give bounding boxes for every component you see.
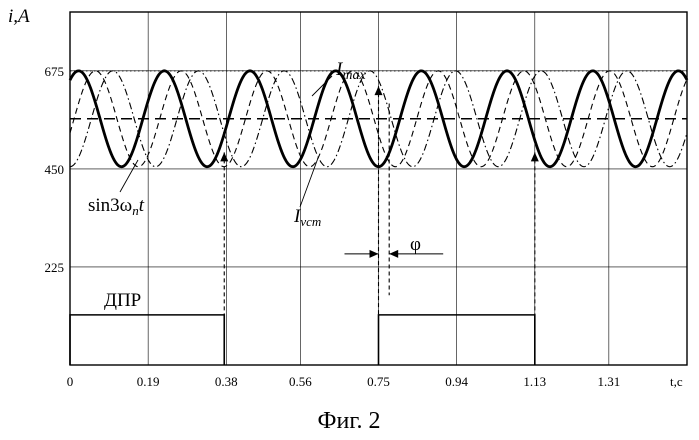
- y-tick-label: 225: [45, 260, 65, 275]
- x-tick-label: 0.38: [215, 374, 238, 389]
- x-tick-label: 1.31: [597, 374, 620, 389]
- phi-label: φ: [410, 234, 421, 255]
- imax-label: Imax: [335, 59, 366, 83]
- dpr-pulse-lines: [70, 315, 535, 365]
- phase-arrowhead-right: [389, 250, 398, 258]
- y-tick-label: 450: [45, 162, 65, 177]
- figure-caption: Фиг. 2: [318, 408, 381, 434]
- y-tick-label: 675: [45, 64, 65, 79]
- ivcm-leader: [300, 158, 318, 207]
- marker-arrowhead: [220, 152, 228, 161]
- dpr-pulse: [70, 315, 224, 365]
- marker-lines: [220, 86, 539, 315]
- ivcm-label: Ivcm: [293, 206, 321, 229]
- dpr-label: ДПР: [104, 290, 141, 311]
- x-tick-label: 0: [67, 374, 74, 389]
- phase-arrowhead-left: [370, 250, 379, 258]
- tick-labels: 0 0.19 0.38 0.56 0.75 0.94 1.13 1.31 225 450 675: [45, 64, 621, 389]
- x-tick-label: 0.56: [289, 374, 312, 389]
- x-axis-label: t,c: [670, 374, 683, 389]
- x-tick-label: 0.94: [445, 374, 468, 389]
- sin-label: sin3ωnt: [88, 195, 145, 218]
- y-axis-label: i,A: [8, 6, 30, 27]
- x-tick-label: 0.75: [367, 374, 390, 389]
- x-tick-label: 1.13: [523, 374, 546, 389]
- x-tick-label: 0.19: [137, 374, 160, 389]
- marker-arrowhead: [375, 86, 383, 95]
- marker-arrowhead: [531, 152, 539, 161]
- sin-leader: [120, 160, 138, 192]
